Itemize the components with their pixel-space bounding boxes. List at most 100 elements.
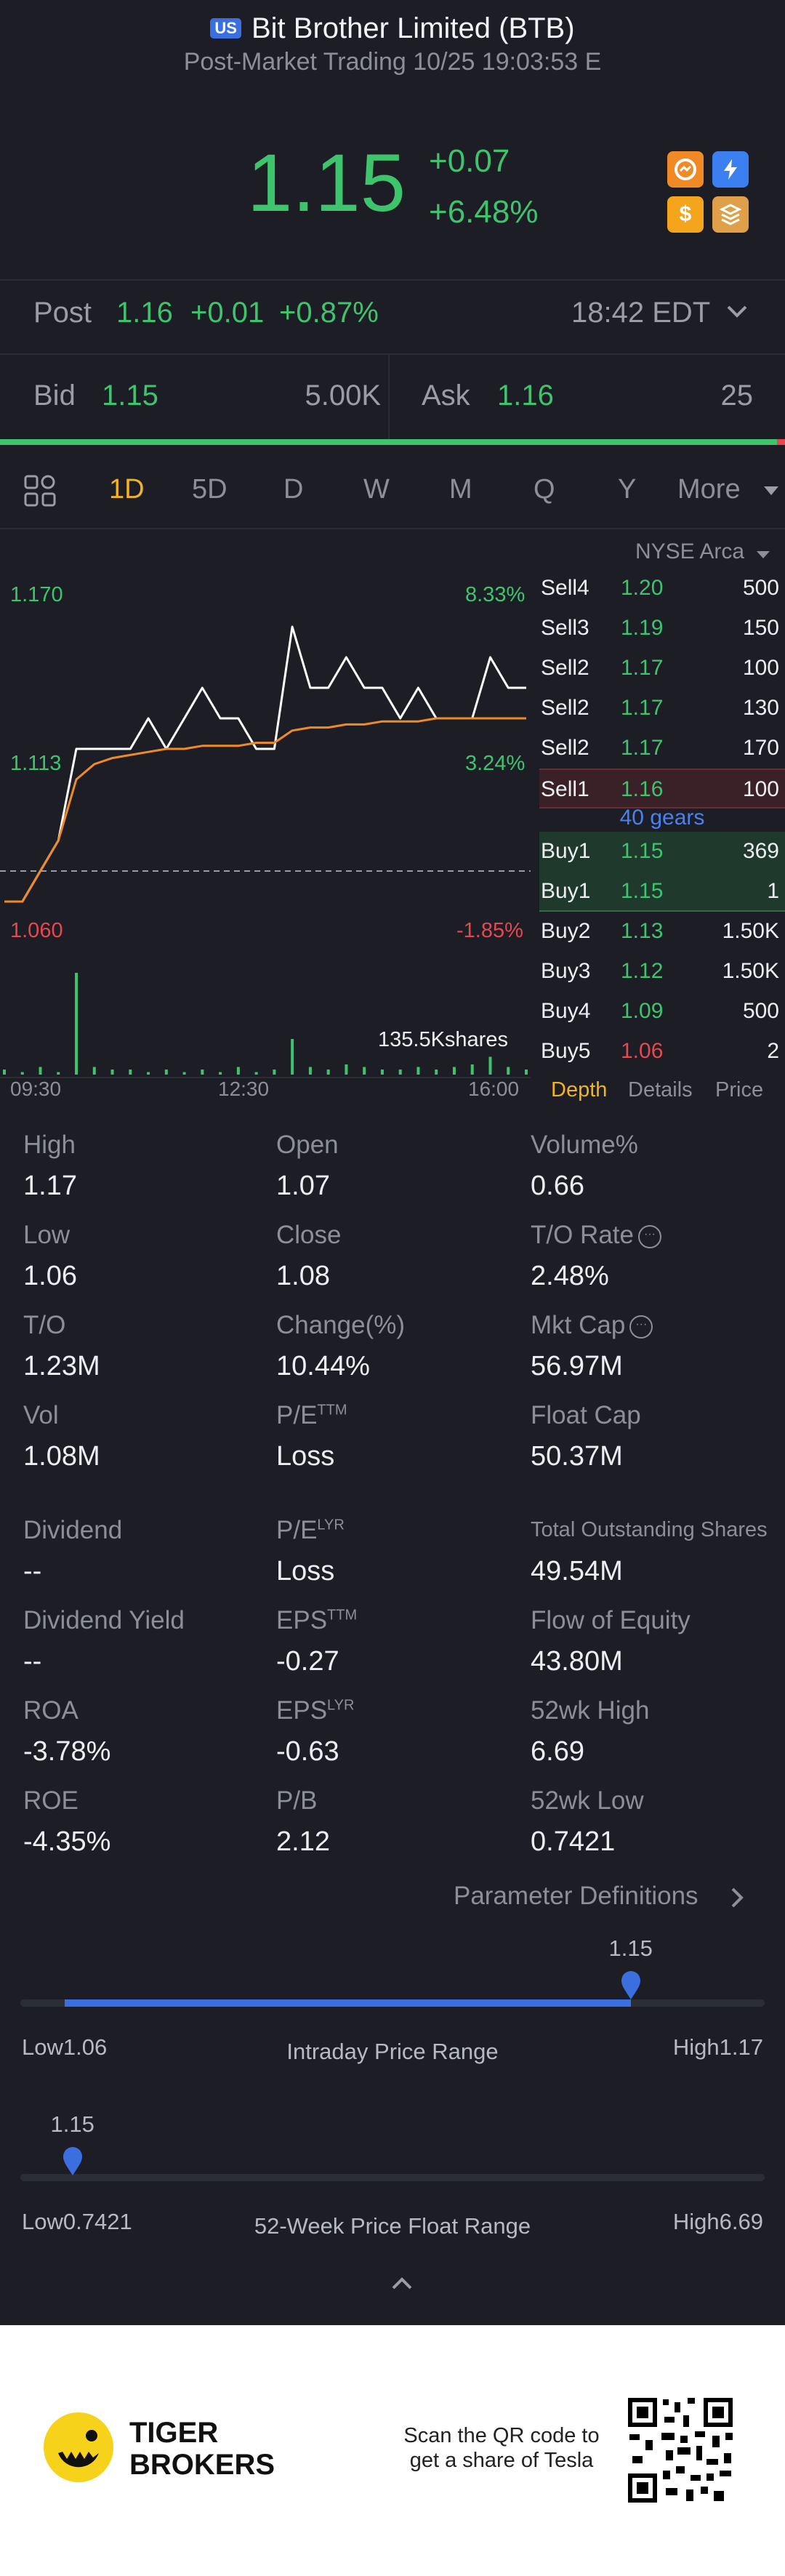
ask-row-best[interactable]: Sell1 1.16 100	[539, 769, 785, 808]
more-dropdown-icon[interactable]	[763, 486, 779, 499]
trade-icon[interactable]	[667, 151, 704, 188]
stat-value: 56.97M	[531, 1351, 623, 1381]
stat-value: --	[23, 1646, 42, 1677]
stat-label: Flow of Equity	[531, 1606, 691, 1634]
flash-icon[interactable]	[712, 151, 749, 188]
bid-price: 1.13	[621, 919, 664, 943]
footer-banner: TIGER BROKERS Scan the QR code to get a …	[0, 2325, 785, 2576]
ask-label: Sell1	[541, 777, 589, 801]
tab-5d[interactable]: 5D	[192, 474, 228, 505]
volume-bar	[164, 1070, 168, 1075]
brand-line-1: TIGER	[129, 2417, 219, 2449]
stat-label: ROE	[23, 1786, 78, 1815]
x-tick-close: 16:00	[468, 1078, 520, 1100]
info-icon[interactable]: ···	[637, 1224, 661, 1248]
tab-day[interactable]: D	[283, 474, 304, 505]
tab-price[interactable]: Price	[715, 1078, 764, 1102]
volume-bar	[57, 1072, 60, 1075]
intraday-range-fill	[65, 1999, 631, 2007]
ask-row[interactable]: Sell4 1.20 500	[539, 569, 785, 609]
bid-row[interactable]: Buy2 1.13 1.50K	[539, 912, 785, 952]
tab-quarter[interactable]: Q	[534, 474, 555, 505]
stat-value: 43.80M	[531, 1646, 623, 1677]
exchange-dropdown-icon[interactable]	[756, 550, 770, 563]
qr-caption-2: get a share of Tesla	[409, 2449, 594, 2472]
bid-price: 1.09	[621, 999, 664, 1023]
tab-details[interactable]: Details	[628, 1078, 693, 1102]
volume-label: 135.5Kshares	[378, 1028, 508, 1051]
chevron-up-icon[interactable]	[391, 2276, 413, 2294]
tab-1d[interactable]: 1D	[109, 474, 145, 505]
volume-bar	[470, 1064, 474, 1075]
volume-bar	[488, 1056, 492, 1075]
volume-bar	[129, 1070, 132, 1075]
ask-row[interactable]: Sell2 1.17 170	[539, 729, 785, 769]
tiger-logo-icon	[42, 2411, 115, 2487]
stat-label-text: EPS	[276, 1696, 328, 1725]
chevron-right-icon[interactable]	[728, 1885, 746, 1914]
volume-bar	[182, 1072, 186, 1075]
gears-label[interactable]: 40 gears	[619, 806, 705, 830]
ask-row[interactable]: Sell3 1.19 150	[539, 609, 785, 649]
divider	[0, 353, 785, 355]
stat-value: 1.06	[23, 1261, 77, 1291]
dollar-icon[interactable]: $	[667, 196, 704, 233]
stock-name[interactable]: Bit Brother Limited (BTB)	[251, 12, 575, 44]
stat-value: 1.17	[23, 1171, 77, 1201]
bid-row[interactable]: Buy5 1.06 2	[539, 1032, 785, 1072]
qr-code-icon[interactable]	[625, 2395, 736, 2505]
tab-more[interactable]: More	[677, 474, 741, 505]
post-label: Post	[33, 297, 92, 329]
info-icon[interactable]: ···	[629, 1315, 653, 1339]
bid-label: Buy5	[541, 1039, 591, 1063]
stack-icon[interactable]	[712, 196, 749, 233]
volume-bar	[435, 1070, 438, 1075]
tab-week[interactable]: W	[363, 474, 390, 505]
parameter-definitions-link[interactable]: Parameter Definitions	[454, 1882, 699, 1910]
price-change: +0.07	[429, 143, 510, 179]
stat-label-text: EPS	[276, 1606, 328, 1634]
stat-label-sup: TTM	[327, 1607, 358, 1624]
stat-label: 52wk High	[531, 1696, 650, 1725]
exchange-label[interactable]: NYSE Arca	[635, 539, 745, 563]
bid-label: Buy1	[541, 839, 591, 863]
stat-label: T/O	[23, 1311, 66, 1339]
volume-bar	[525, 1070, 528, 1075]
grid-icon[interactable]	[23, 474, 57, 511]
intraday-chart[interactable]	[0, 531, 538, 1105]
tab-month[interactable]: M	[449, 474, 472, 505]
ask-price: 1.17	[621, 656, 664, 680]
ask-label: Sell3	[541, 616, 589, 640]
intraday-low: Low1.06	[22, 2034, 108, 2060]
ask-row[interactable]: Sell2 1.17 130	[539, 689, 785, 729]
volume-bar	[3, 1070, 6, 1075]
tab-year[interactable]: Y	[618, 474, 637, 505]
stat-value: Loss	[276, 1556, 335, 1586]
qr-caption-1: Scan the QR code to	[403, 2424, 600, 2447]
y-tick-mid: 1.113	[10, 752, 62, 775]
y-tick-low: 1.060	[10, 919, 63, 942]
bid-label: Buy2	[541, 919, 591, 943]
bid-size: 1	[767, 879, 779, 903]
tab-depth[interactable]: Depth	[551, 1078, 608, 1102]
chevron-down-icon[interactable]	[724, 301, 750, 326]
volume-bar	[236, 1067, 240, 1075]
bid-row[interactable]: Buy1 1.15 369	[539, 832, 785, 872]
price-change-percent: +6.48%	[429, 194, 539, 230]
ask-label: Ask	[422, 380, 470, 412]
stat-label: 52wk Low	[531, 1786, 644, 1815]
bid-row[interactable]: Buy4 1.09 500	[539, 992, 785, 1032]
bid-label: Buy4	[541, 999, 591, 1023]
week52-range-title: 52-Week Price Float Range	[254, 2213, 531, 2239]
volume-bar	[291, 1039, 294, 1075]
volume-bar	[75, 973, 78, 1075]
stat-label: Mkt Cap ···	[531, 1311, 653, 1340]
stat-label: EPSTTM	[276, 1606, 357, 1635]
ask-size: 100	[742, 656, 779, 680]
week52-range-track	[20, 2174, 765, 2181]
bid-row[interactable]: Buy1 1.15 1	[539, 872, 785, 912]
bid-label: Bid	[33, 380, 76, 412]
bid-row[interactable]: Buy3 1.12 1.50K	[539, 952, 785, 992]
ask-row[interactable]: Sell2 1.17 100	[539, 649, 785, 689]
y-tick-high: 1.170	[10, 583, 63, 606]
